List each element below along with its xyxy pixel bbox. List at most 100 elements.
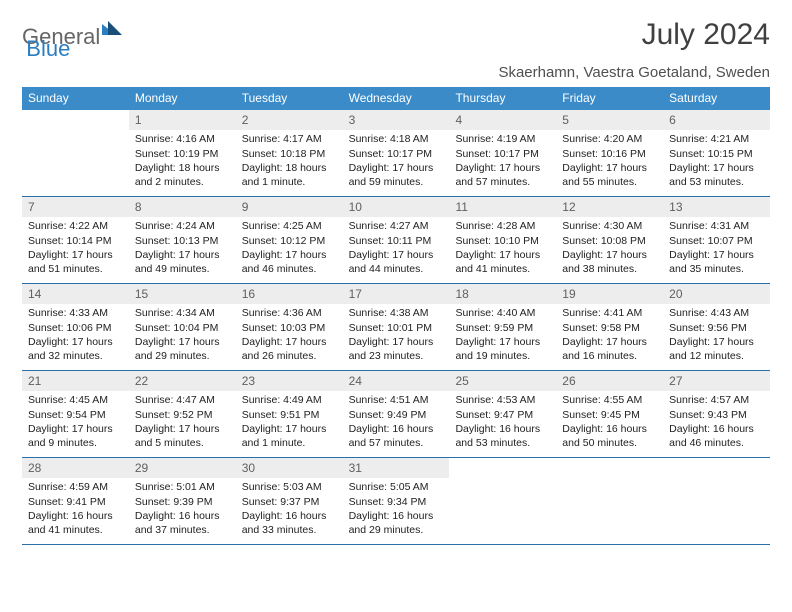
day-info: Sunrise: 4:43 AMSunset: 9:56 PMDaylight:… — [663, 304, 770, 367]
day-info: Sunrise: 4:40 AMSunset: 9:59 PMDaylight:… — [449, 304, 556, 367]
calendar-day-cell — [663, 458, 770, 544]
calendar-day-cell: 4 Sunrise: 4:19 AMSunset: 10:17 PMDayligh… — [449, 110, 556, 196]
day-number: 2 — [236, 110, 343, 130]
calendar-day-cell: 6Sunrise: 4:21 AMSunset: 10:15 PMDayligh… — [663, 110, 770, 196]
day-info: Sunrise: 4:17 AMSunset: 10:18 PMDaylight… — [236, 130, 343, 193]
day-info: Sunrise: 4:57 AMSunset: 9:43 PMDaylight:… — [663, 391, 770, 454]
sunrise-text: Sunrise: 4:51 AM — [349, 393, 446, 407]
daylight-text: Daylight: 17 hours and 19 minutes. — [455, 335, 552, 363]
daylight-text: Daylight: 17 hours and 1 minute. — [242, 422, 339, 450]
calendar-day-cell: 8Sunrise: 4:24 AMSunset: 10:13 PMDayligh… — [129, 197, 236, 283]
daylight-text: Daylight: 18 hours and 1 minute. — [242, 161, 339, 189]
page-title: July 2024 — [642, 18, 770, 52]
sunset-text: Sunset: 10:18 PM — [242, 147, 339, 161]
sunrise-text: Sunrise: 4:19 AM — [455, 132, 552, 146]
sunrise-text: Sunrise: 5:05 AM — [349, 480, 446, 494]
day-number: 17 — [343, 284, 450, 304]
sunrise-text: Sunrise: 4:28 AM — [455, 219, 552, 233]
daylight-text: Daylight: 16 hours and 50 minutes. — [562, 422, 659, 450]
day-number: 11 — [449, 197, 556, 217]
calendar-day-cell: 2Sunrise: 4:17 AMSunset: 10:18 PMDayligh… — [236, 110, 343, 196]
sunset-text: Sunset: 9:41 PM — [28, 495, 125, 509]
calendar-day-cell: 20Sunrise: 4:43 AMSunset: 9:56 PMDayligh… — [663, 284, 770, 370]
sunset-text: Sunset: 10:12 PM — [242, 234, 339, 248]
daylight-text: Daylight: 16 hours and 33 minutes. — [242, 509, 339, 537]
sunrise-text: Sunrise: 4:47 AM — [135, 393, 232, 407]
calendar-day-cell: 9Sunrise: 4:25 AMSunset: 10:12 PMDayligh… — [236, 197, 343, 283]
sunset-text: Sunset: 10:04 PM — [135, 321, 232, 335]
day-number: 6 — [663, 110, 770, 130]
day-number: 3 — [343, 110, 450, 130]
sunset-text: Sunset: 10:01 PM — [349, 321, 446, 335]
day-info: Sunrise: 4:49 AMSunset: 9:51 PMDaylight:… — [236, 391, 343, 454]
day-info: Sunrise: 4:34 AMSunset: 10:04 PMDaylight… — [129, 304, 236, 367]
day-number: 26 — [556, 371, 663, 391]
day-number: 20 — [663, 284, 770, 304]
daylight-text: Daylight: 17 hours and 32 minutes. — [28, 335, 125, 363]
daylight-text: Daylight: 17 hours and 29 minutes. — [135, 335, 232, 363]
day-number: 21 — [22, 371, 129, 391]
sunrise-text: Sunrise: 4:55 AM — [562, 393, 659, 407]
calendar-day-cell: 23Sunrise: 4:49 AMSunset: 9:51 PMDayligh… — [236, 371, 343, 457]
daylight-text: Daylight: 17 hours and 57 minutes. — [455, 161, 552, 189]
sunset-text: Sunset: 10:14 PM — [28, 234, 125, 248]
sunset-text: Sunset: 10:10 PM — [455, 234, 552, 248]
day-info: Sunrise: 4:22 AMSunset: 10:14 PMDaylight… — [22, 217, 129, 280]
sunrise-text: Sunrise: 4:17 AM — [242, 132, 339, 146]
sunset-text: Sunset: 10:19 PM — [135, 147, 232, 161]
day-info: Sunrise: 4:28 AMSunset: 10:10 PMDaylight… — [449, 217, 556, 280]
sunrise-text: Sunrise: 4:59 AM — [28, 480, 125, 494]
sunrise-text: Sunrise: 4:16 AM — [135, 132, 232, 146]
day-number: 15 — [129, 284, 236, 304]
weekday-header: Thursday — [449, 87, 556, 110]
sunrise-text: Sunrise: 4:31 AM — [669, 219, 766, 233]
day-number: 30 — [236, 458, 343, 478]
calendar-day-cell: 3Sunrise: 4:18 AMSunset: 10:17 PMDayligh… — [343, 110, 450, 196]
sunset-text: Sunset: 9:47 PM — [455, 408, 552, 422]
day-info: Sunrise: 4:33 AMSunset: 10:06 PMDaylight… — [22, 304, 129, 367]
daylight-text: Daylight: 16 hours and 37 minutes. — [135, 509, 232, 537]
sunrise-text: Sunrise: 4:57 AM — [669, 393, 766, 407]
calendar-day-cell: 5Sunrise: 4:20 AMSunset: 10:16 PMDayligh… — [556, 110, 663, 196]
sunset-text: Sunset: 9:59 PM — [455, 321, 552, 335]
daylight-text: Daylight: 17 hours and 55 minutes. — [562, 161, 659, 189]
weeks-container: 1 Sunrise: 4:16 AMSunset: 10:19 PM Dayligh… — [22, 110, 770, 545]
calendar-day-cell: 26 Sunrise: 4:55 AMSunset: 9:45 PMDayligh… — [556, 371, 663, 457]
sunset-text: Sunset: 9:52 PM — [135, 408, 232, 422]
calendar-day-cell: 19Sunrise: 4:41 AMSunset: 9:58 PMDayligh… — [556, 284, 663, 370]
sunrise-text: Sunrise: 4:40 AM — [455, 306, 552, 320]
calendar-week-row: 21Sunrise: 4:45 AMSunset: 9:54 PMDayligh… — [22, 371, 770, 458]
sunrise-text: Sunrise: 4:43 AM — [669, 306, 766, 320]
sunset-text: Sunset: 10:06 PM — [28, 321, 125, 335]
day-info: Sunrise: 4:31 AMSunset: 10:07 PMDaylight… — [663, 217, 770, 280]
sunset-text: Sunset: 10:11 PM — [349, 234, 446, 248]
calendar-day-cell: 17 Sunrise: 4:38 AMSunset: 10:01 PMDaylig… — [343, 284, 450, 370]
day-number: 13 — [663, 197, 770, 217]
day-number: 23 — [236, 371, 343, 391]
day-info: Sunrise: 5:05 AMSunset: 9:34 PMDaylight:… — [343, 478, 450, 541]
daylight-text: Daylight: 17 hours and 23 minutes. — [349, 335, 446, 363]
sunrise-text: Sunrise: 4:38 AM — [349, 306, 446, 320]
daylight-text: Daylight: 16 hours and 46 minutes. — [669, 422, 766, 450]
sunset-text: Sunset: 10:17 PM — [455, 147, 552, 161]
weekday-header: Saturday — [663, 87, 770, 110]
sunset-text: Sunset: 9:34 PM — [349, 495, 446, 509]
daylight-text: Daylight: 17 hours and 35 minutes. — [669, 248, 766, 276]
calendar-day-cell — [22, 110, 129, 196]
calendar-day-cell: 10Sunrise: 4:27 AMSunset: 10:11 PMDaylig… — [343, 197, 450, 283]
day-number: 12 — [556, 197, 663, 217]
day-info: Sunrise: 4:36 AMSunset: 10:03 PMDaylight… — [236, 304, 343, 367]
day-number: 1 — [129, 110, 236, 130]
day-number: 16 — [236, 284, 343, 304]
daylight-text: Daylight: 17 hours and 38 minutes. — [562, 248, 659, 276]
daylight-text: Daylight: 16 hours and 53 minutes. — [455, 422, 552, 450]
sunset-text: Sunset: 9:45 PM — [562, 408, 659, 422]
daylight-text: Daylight: 17 hours and 49 minutes. — [135, 248, 232, 276]
day-number: 4 — [449, 110, 556, 130]
day-info: Sunrise: 4:24 AMSunset: 10:13 PMDaylight… — [129, 217, 236, 280]
day-info: Sunrise: 4:53 AMSunset: 9:47 PMDaylight:… — [449, 391, 556, 454]
sunrise-text: Sunrise: 4:34 AM — [135, 306, 232, 320]
sunset-text: Sunset: 9:37 PM — [242, 495, 339, 509]
daylight-text: Daylight: 17 hours and 46 minutes. — [242, 248, 339, 276]
day-number: 28 — [22, 458, 129, 478]
